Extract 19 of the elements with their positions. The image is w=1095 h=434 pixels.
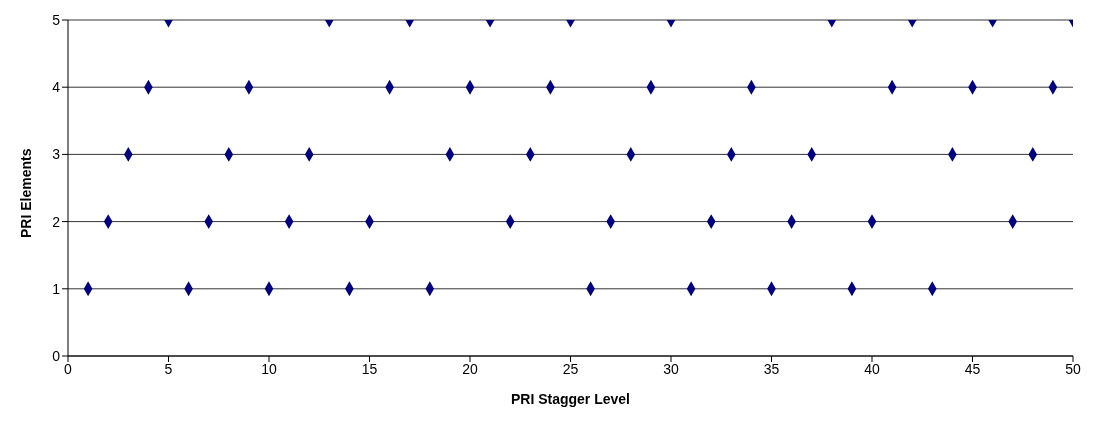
x-tick-label: 15 — [361, 360, 378, 377]
x-tick-label: 10 — [261, 360, 277, 377]
x-tick-label: 30 — [663, 360, 679, 377]
x-tick-label: 50 — [1065, 360, 1081, 377]
y-axis-title: PRI Elements — [17, 148, 34, 238]
x-tick-label: 40 — [864, 360, 880, 377]
y-tick-label: 2 — [52, 213, 61, 230]
x-tick-label: 20 — [462, 360, 478, 377]
x-tick-label: 35 — [763, 360, 780, 377]
y-tick-label: 5 — [52, 11, 61, 28]
x-axis-title: PRI Stagger Level — [510, 391, 631, 407]
x-tick-label: 5 — [164, 360, 173, 377]
x-tick-label: 45 — [964, 360, 981, 377]
x-tick-label: 25 — [562, 360, 579, 377]
y-tick-label: 0 — [52, 347, 61, 364]
y-tick-label: 3 — [52, 146, 61, 163]
x-tick-label: 0 — [64, 360, 73, 377]
y-tick-label: 4 — [52, 79, 61, 96]
y-tick-label: 1 — [52, 280, 61, 297]
